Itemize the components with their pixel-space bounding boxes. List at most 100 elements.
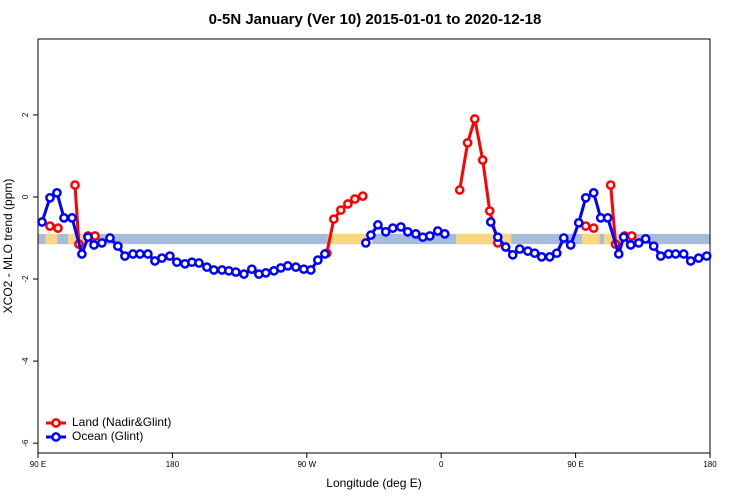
point — [485, 217, 496, 227]
point — [172, 257, 182, 268]
plot-frame — [37, 38, 711, 454]
point — [37, 217, 47, 227]
point — [655, 251, 666, 261]
legend-label: Land (Nadir&Glint) — [72, 415, 171, 429]
legend-marker — [51, 418, 61, 428]
point — [143, 249, 153, 259]
point — [313, 255, 323, 266]
point — [350, 194, 360, 204]
point — [551, 248, 562, 259]
point — [67, 213, 77, 223]
point — [357, 191, 368, 201]
point — [282, 261, 293, 271]
point — [588, 188, 599, 198]
chart-title: 0-5N January (Ver 10) 2015-01-01 to 2020… — [209, 11, 542, 28]
x-tick-label: 180 — [703, 460, 717, 469]
point — [558, 233, 569, 243]
point — [231, 267, 241, 277]
point — [685, 256, 696, 266]
point — [573, 217, 584, 228]
series-line — [49, 118, 632, 254]
point — [343, 199, 353, 209]
point — [246, 264, 257, 275]
point — [70, 180, 80, 190]
point — [396, 222, 406, 232]
point — [209, 265, 219, 275]
point — [105, 233, 115, 243]
point — [113, 241, 123, 252]
legend-label: Ocean (Glint) — [72, 429, 143, 443]
point — [633, 238, 644, 248]
point — [469, 114, 480, 124]
y-axis-label: XCO2 - MLO trend (ppm) — [1, 179, 15, 314]
point — [693, 253, 704, 263]
point — [291, 262, 301, 272]
y-tick-label: -2 — [21, 275, 30, 283]
y-tick-label: 0 — [21, 194, 30, 199]
point — [328, 214, 339, 224]
point — [544, 252, 555, 262]
legend-marker — [51, 432, 61, 442]
point — [261, 268, 271, 278]
point — [387, 223, 398, 234]
point — [625, 240, 636, 250]
land-band — [327, 233, 373, 245]
point — [588, 223, 599, 234]
point — [640, 233, 651, 244]
point — [648, 241, 659, 252]
y-tick-label: -4 — [21, 357, 30, 365]
point — [135, 249, 145, 259]
point — [492, 232, 503, 243]
point — [454, 185, 465, 195]
point — [52, 188, 62, 198]
land-band — [581, 233, 600, 245]
point — [320, 249, 330, 259]
point — [335, 205, 346, 215]
point — [439, 229, 450, 239]
point — [194, 258, 204, 268]
point — [425, 231, 435, 241]
point — [59, 213, 69, 223]
point — [402, 226, 413, 237]
point — [97, 238, 107, 248]
point — [239, 269, 249, 279]
point — [613, 249, 624, 259]
point — [514, 244, 525, 254]
point — [380, 226, 391, 237]
point — [77, 249, 87, 259]
y-tick-label: 2 — [21, 112, 30, 117]
point — [701, 251, 712, 261]
point — [602, 213, 613, 223]
point — [529, 248, 540, 259]
point — [83, 232, 93, 243]
x-tick-label: 90 E — [567, 460, 583, 469]
x-tick-label: 0 — [439, 460, 444, 469]
point — [477, 155, 488, 165]
point — [565, 240, 576, 250]
point — [89, 240, 99, 250]
point — [157, 253, 167, 263]
point — [678, 249, 689, 259]
x-tick-label: 180 — [166, 460, 180, 469]
point — [507, 249, 518, 260]
land-band — [67, 233, 98, 245]
point — [580, 192, 591, 203]
point — [484, 206, 495, 216]
point — [45, 221, 55, 231]
land-band — [45, 233, 58, 245]
point — [626, 231, 637, 241]
ocean-band — [38, 233, 710, 245]
point — [670, 249, 681, 259]
point — [120, 251, 130, 261]
point — [618, 232, 629, 243]
point — [165, 251, 175, 261]
point — [45, 192, 55, 203]
point — [536, 252, 547, 262]
point — [366, 230, 376, 240]
point — [53, 223, 63, 234]
x-tick-label: 90 W — [297, 460, 316, 469]
point — [373, 220, 383, 230]
point — [462, 137, 473, 148]
x-axis-label: Longitude (deg E) — [326, 476, 421, 490]
